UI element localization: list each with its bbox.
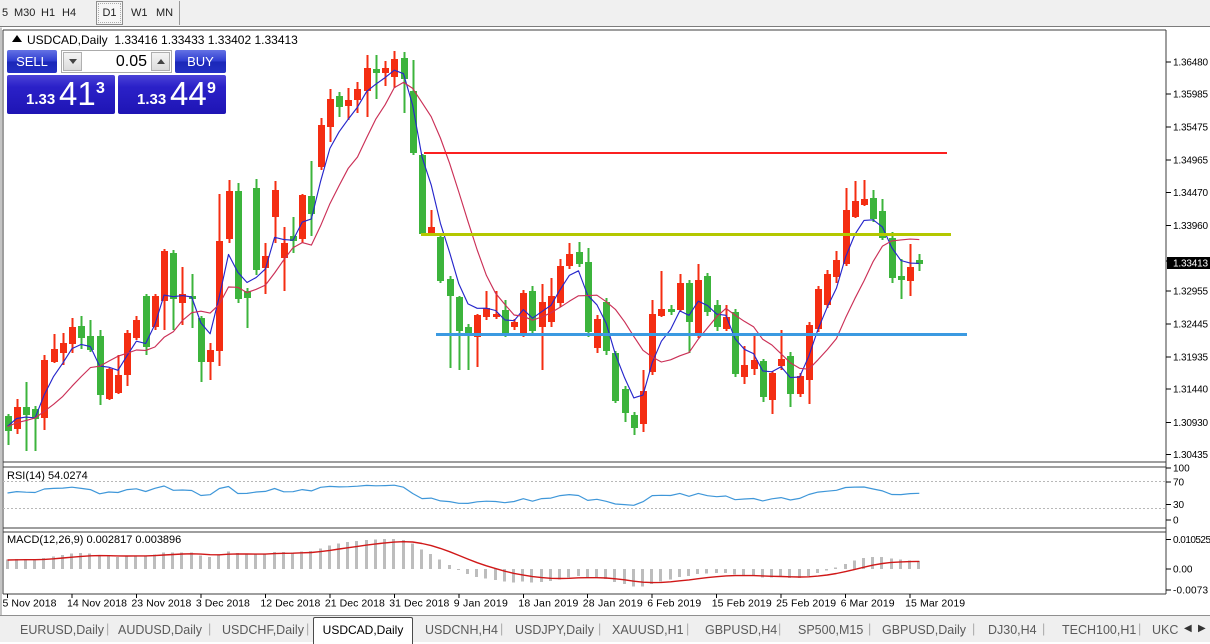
- svg-text:100: 100: [1173, 464, 1190, 475]
- svg-text:12 Dec 2018: 12 Dec 2018: [260, 598, 320, 610]
- svg-text:15 Feb 2019: 15 Feb 2019: [712, 598, 772, 610]
- svg-text:25 Feb 2019: 25 Feb 2019: [776, 598, 836, 610]
- svg-text:6 Mar 2019: 6 Mar 2019: [841, 598, 895, 610]
- svg-text:15 Mar 2019: 15 Mar 2019: [905, 598, 965, 610]
- svg-text:USDCAD,Daily 1.33416 1.33433: USDCAD,Daily 1.33416 1.33433 1.33402 1.3…: [27, 33, 298, 47]
- svg-text:21 Dec 2018: 21 Dec 2018: [325, 598, 385, 610]
- svg-text:1.30930: 1.30930: [1173, 418, 1208, 429]
- svg-text:23 Nov 2018: 23 Nov 2018: [131, 598, 191, 610]
- svg-text:6 Feb 2019: 6 Feb 2019: [647, 598, 701, 610]
- svg-text:5 Nov 2018: 5 Nov 2018: [3, 598, 57, 610]
- svg-text:30: 30: [1173, 500, 1185, 511]
- svg-text:1.32955: 1.32955: [1173, 286, 1208, 297]
- svg-text:18 Jan 2019: 18 Jan 2019: [518, 598, 578, 610]
- svg-text:1.35475: 1.35475: [1173, 123, 1208, 134]
- svg-text:3 Dec 2018: 3 Dec 2018: [196, 598, 250, 610]
- svg-text:1.34965: 1.34965: [1173, 156, 1208, 167]
- svg-text:14 Nov 2018: 14 Nov 2018: [67, 598, 127, 610]
- svg-text:0: 0: [1173, 516, 1179, 527]
- svg-text:31 Dec 2018: 31 Dec 2018: [389, 598, 449, 610]
- svg-text:1.30435: 1.30435: [1173, 450, 1208, 461]
- svg-text:1.33413: 1.33413: [1173, 259, 1208, 270]
- svg-text:70: 70: [1173, 478, 1185, 489]
- svg-text:1.31935: 1.31935: [1173, 353, 1208, 364]
- svg-text:1.33960: 1.33960: [1173, 221, 1208, 232]
- svg-text:28 Jan 2019: 28 Jan 2019: [583, 598, 643, 610]
- svg-text:RSI(14) 54.0274: RSI(14) 54.0274: [7, 470, 88, 482]
- svg-text:1.36480: 1.36480: [1173, 57, 1208, 68]
- svg-text:0.00: 0.00: [1173, 565, 1193, 576]
- svg-text:1.34470: 1.34470: [1173, 188, 1208, 199]
- svg-text:1.32445: 1.32445: [1173, 319, 1208, 330]
- svg-text:-0.0073: -0.0073: [1173, 586, 1208, 597]
- svg-text:MACD(12,26,9) 0.002817 0.00389: MACD(12,26,9) 0.002817 0.003896: [7, 534, 181, 546]
- svg-text:1.31440: 1.31440: [1173, 385, 1208, 396]
- svg-text:9 Jan 2019: 9 Jan 2019: [454, 598, 508, 610]
- svg-text:0.010525: 0.010525: [1173, 535, 1210, 546]
- svg-text:1.35985: 1.35985: [1173, 89, 1208, 100]
